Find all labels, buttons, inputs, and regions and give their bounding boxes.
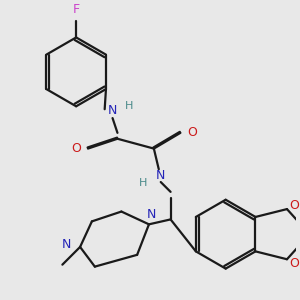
Text: O: O [187, 126, 197, 139]
Text: H: H [125, 101, 134, 111]
Text: F: F [73, 3, 80, 16]
Text: O: O [289, 199, 299, 212]
Text: N: N [156, 169, 165, 182]
Text: N: N [147, 208, 157, 221]
Text: O: O [289, 257, 299, 270]
Text: O: O [71, 142, 81, 155]
Text: N: N [108, 104, 117, 117]
Text: N: N [61, 238, 71, 251]
Text: H: H [139, 178, 147, 188]
